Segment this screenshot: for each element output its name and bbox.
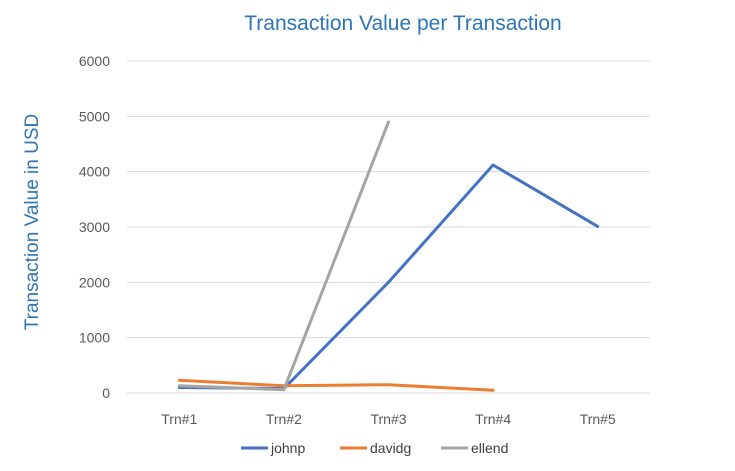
y-tick-label: 1000 bbox=[79, 330, 110, 346]
series-line-davidg bbox=[177, 378, 495, 392]
series-lines bbox=[177, 120, 600, 392]
y-tick-label: 4000 bbox=[79, 164, 110, 180]
x-tick-label: Trn#2 bbox=[266, 411, 302, 427]
x-axis-ticks: Trn#1 Trn#2 Trn#3 Trn#4 Trn#5 bbox=[161, 411, 616, 427]
y-tick-label: 6000 bbox=[79, 53, 110, 69]
x-tick-label: Trn#3 bbox=[370, 411, 406, 427]
y-tick-label: 5000 bbox=[79, 108, 110, 124]
series-line-ellend bbox=[177, 120, 390, 392]
y-tick-label: 0 bbox=[102, 385, 110, 401]
y-axis-label: Transaction Value in USD bbox=[22, 114, 43, 331]
chart-title: Transaction Value per Transaction bbox=[244, 12, 562, 35]
legend-label: johnp bbox=[270, 440, 305, 456]
y-tick-label: 2000 bbox=[79, 274, 110, 290]
x-tick-label: Trn#5 bbox=[580, 411, 616, 427]
y-tick-label: 3000 bbox=[79, 219, 110, 235]
legend-label: davidg bbox=[370, 440, 411, 456]
y-axis-ticks: 0 1000 2000 3000 4000 5000 6000 bbox=[79, 53, 110, 401]
x-tick-label: Trn#1 bbox=[161, 411, 197, 427]
x-tick-label: Trn#4 bbox=[475, 411, 511, 427]
legend: johnp davidg ellend bbox=[241, 440, 508, 456]
gridlines bbox=[127, 60, 650, 394]
legend-label: ellend bbox=[471, 440, 508, 456]
series-line-johnp bbox=[177, 163, 600, 391]
